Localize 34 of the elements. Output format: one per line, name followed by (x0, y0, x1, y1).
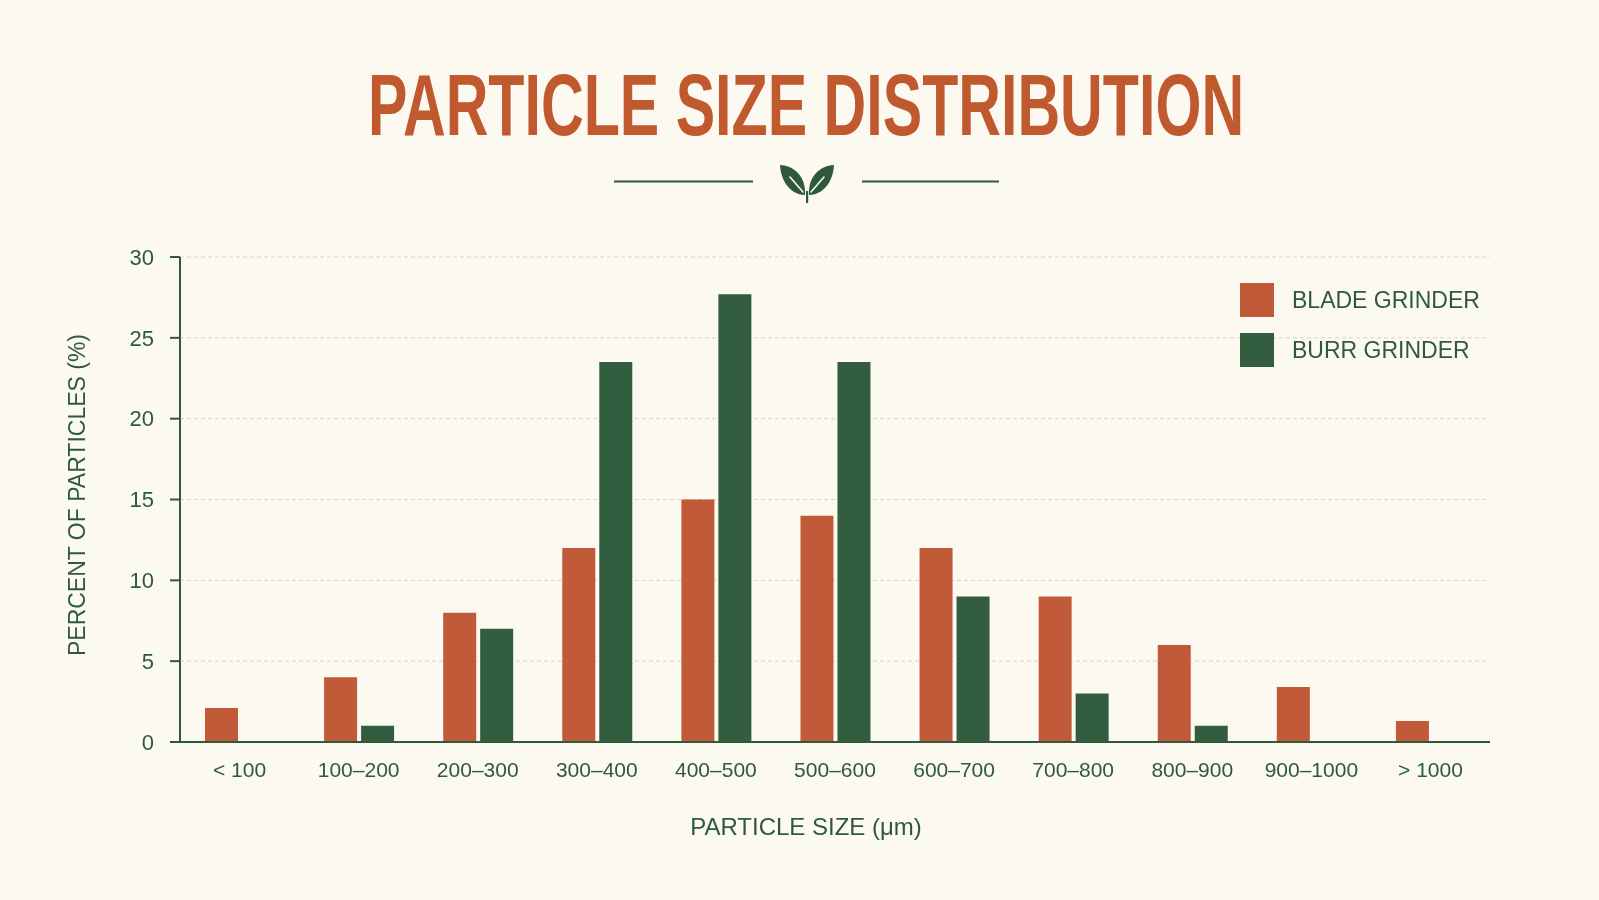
x-axis-title: PARTICLE SIZE (μm) (690, 813, 922, 841)
bar (1276, 687, 1310, 742)
bar (1157, 645, 1191, 742)
bar (324, 677, 358, 742)
chart-title: PARTICLE SIZE DISTRIBUTION (367, 56, 1245, 154)
bar (800, 515, 834, 742)
x-tick-label: 100–200 (317, 757, 400, 781)
y-tick-label: 0 (141, 729, 154, 755)
y-tick-label: 20 (129, 406, 154, 432)
bar (443, 612, 477, 742)
bar (919, 548, 953, 742)
legend-label: BURR GRINDER (1292, 336, 1470, 363)
bar (205, 708, 239, 742)
x-tick-label: 400–500 (675, 757, 757, 781)
bar (562, 548, 596, 742)
y-tick-label: 15 (129, 487, 154, 513)
x-tick-label: < 100 (212, 757, 267, 781)
bar (681, 499, 715, 742)
x-tick-label: 200–300 (436, 757, 519, 781)
x-tick-label: 300–400 (555, 757, 638, 781)
x-tick-label: 700–800 (1032, 757, 1115, 781)
x-tick-label: 600–700 (913, 757, 995, 781)
y-tick-label: 10 (129, 568, 154, 594)
x-tick-label: 500–600 (794, 757, 876, 781)
y-tick-label: 5 (141, 648, 154, 674)
legend-label: BLADE GRINDER (1292, 286, 1480, 313)
bar (1038, 596, 1072, 742)
y-axis-title: PERCENT OF PARTICLES (%) (63, 333, 91, 657)
x-tick-label: > 1000 (1398, 757, 1463, 781)
y-tick-label: 30 (129, 244, 154, 270)
x-tick-label: 900–1000 (1264, 757, 1359, 781)
bar (1395, 720, 1429, 742)
y-tick-label: 25 (129, 325, 154, 351)
x-tick-label: 800–900 (1151, 757, 1234, 781)
